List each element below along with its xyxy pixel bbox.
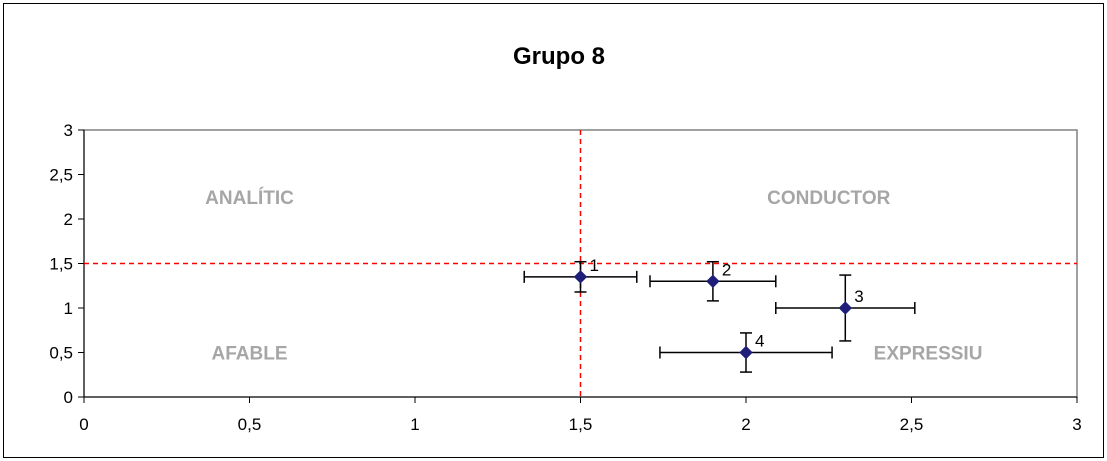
data-point-2 xyxy=(706,274,720,289)
y-tick-label: 1 xyxy=(64,299,73,318)
x-tick-label: 2,5 xyxy=(900,415,924,434)
y-tick-label: 2,5 xyxy=(49,166,73,185)
quadrant-label: ANALÍTIC xyxy=(205,187,294,209)
scatter-chart: Grupo 8 0 0,5 1 1,5 2 2,5 3 0 0,5 1 1,5 2 2,5 3 ANALÍTI… xyxy=(49,43,1081,434)
y-tick-label: 0 xyxy=(64,388,73,407)
x-tick-label: 0 xyxy=(79,415,88,434)
quadrant-label: EXPRESSIU xyxy=(874,344,983,365)
data-point-4 xyxy=(739,345,753,360)
quadrant-label: CONDUCTOR xyxy=(767,188,890,209)
y-tick-label: 2 xyxy=(64,210,73,229)
chart-title: Grupo 8 xyxy=(513,43,605,70)
data-point-label: 3 xyxy=(854,287,863,306)
data-point-1 xyxy=(573,270,588,284)
x-tick-label: 1 xyxy=(410,415,419,434)
y-tick-label: 3 xyxy=(64,121,73,140)
chart-frame: Grupo 8 0 0,5 1 1,5 2 2,5 3 0 0,5 1 1,5 2 2,5 3 ANALÍTI… xyxy=(3,3,1104,458)
quadrant-label: AFABLE xyxy=(212,344,288,365)
y-tick-label: 0,5 xyxy=(49,344,73,363)
y-tick-label: 1,5 xyxy=(49,255,73,274)
x-tick-label: 0,5 xyxy=(238,415,262,434)
x-tick-label: 1,5 xyxy=(569,415,593,434)
x-tick-label: 2 xyxy=(741,415,750,434)
data-point-3 xyxy=(838,301,853,315)
data-point-label: 4 xyxy=(755,332,764,351)
data-point-label: 2 xyxy=(722,260,731,279)
x-tick-label: 3 xyxy=(1072,415,1081,434)
data-point-label: 1 xyxy=(590,256,599,275)
